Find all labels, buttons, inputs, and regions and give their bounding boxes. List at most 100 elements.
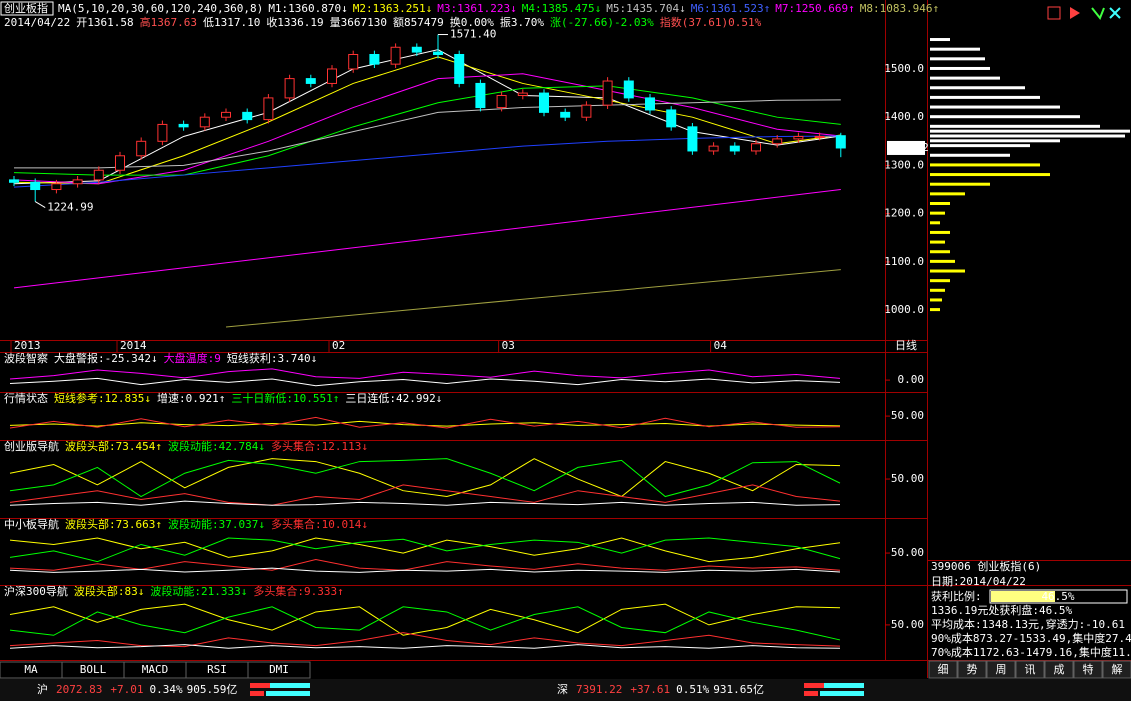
side-button[interactable]: 势: [967, 663, 978, 676]
candle-body: [284, 78, 295, 99]
side-button-bg: [1073, 660, 1103, 679]
indicator-line: [9, 632, 841, 648]
profile-bar: [930, 182, 990, 186]
ma-line: [225, 269, 841, 328]
side-button[interactable]: 周: [996, 663, 1007, 676]
indicator-line: [9, 603, 841, 636]
profile-bar: [930, 153, 1010, 157]
profile-bar: [930, 76, 1000, 80]
indicator-line: [9, 558, 841, 571]
profile-bar: [930, 308, 940, 312]
profile-bar: [930, 259, 955, 263]
high-label: 1571.40: [450, 28, 496, 41]
profile-bar: [930, 221, 940, 225]
side-button[interactable]: 特: [1083, 662, 1094, 676]
panel-item: 增速:0.921↑: [157, 391, 225, 405]
panel-tick-label: 50.00: [891, 618, 924, 631]
panel-item: 三十日新低:10.551↑: [231, 391, 339, 405]
indicator-line: [9, 606, 841, 641]
pct: 0.51%: [676, 683, 709, 696]
quote-line-item: 开1361.58: [76, 16, 133, 29]
panel-name: 中小板导航: [4, 517, 59, 531]
indicator-line: [9, 537, 841, 563]
side-button[interactable]: 解: [1112, 662, 1123, 676]
ma-legend-item: M8:1083.946↑: [860, 2, 939, 15]
candle-body: [645, 97, 655, 111]
profile-bar: [930, 86, 1025, 90]
profile-bar: [930, 95, 1040, 99]
candle-body: [305, 78, 316, 84]
candle-body: [581, 104, 592, 118]
panel-item: 短线获利:3.740↓: [227, 351, 317, 365]
tab[interactable]: MACD: [142, 663, 169, 676]
info-line: 1336.19元处获利盘:46.5%: [931, 603, 1072, 617]
panel-item: 波段头部:83↓: [74, 584, 145, 598]
profile-bar: [930, 144, 1030, 148]
profile-bar: [930, 192, 965, 196]
period-label: 日线: [895, 338, 917, 352]
profile-bar: [930, 115, 1080, 119]
side-button[interactable]: 细: [938, 663, 949, 676]
panel-tick-label: 50.00: [891, 409, 924, 422]
mini-bar: [804, 683, 824, 688]
panel-item: 波段动能:37.037↓: [168, 517, 265, 531]
side-button[interactable]: 成: [1054, 663, 1065, 676]
quote-line-item: 额857479: [393, 16, 444, 29]
side-button-bg: [957, 660, 987, 679]
candle-body: [454, 53, 465, 84]
date-label: 2013: [14, 339, 41, 352]
panel-title: 波段智察 大盘警报:-25.342↓ 大盘温度:9 短线获利:3.740↓: [4, 351, 317, 365]
profit-label: 获利比例:: [931, 589, 982, 603]
ma-legend-item: M6:1361.523↑: [691, 2, 770, 15]
panel-title: 行情状态 短线参考:12.835↓ 增速:0.921↑ 三十日新低:10.551↑ 三日…: [4, 391, 442, 405]
profile-bar: [930, 124, 1100, 128]
quote-line-item: 量3667130: [330, 16, 387, 29]
candle-body: [411, 46, 422, 53]
date-label: 04: [714, 339, 728, 352]
candle-body: [708, 145, 719, 152]
ma-legend: MA(5,10,20,30,60,120,240,360,8) M1:1360.8…: [58, 2, 939, 15]
profile-bar: [930, 173, 1050, 177]
ma-line: [13, 189, 841, 289]
panel-tick-label: 50.00: [891, 472, 924, 485]
status-quote: 沪 2072.83 +7.01 0.34% 905.59亿: [37, 682, 237, 696]
candle-body: [814, 135, 825, 138]
side-button[interactable]: 讯: [1025, 663, 1036, 676]
candle-body: [199, 116, 210, 128]
panel-tick-label: 0.00: [898, 373, 925, 386]
tab[interactable]: MA: [24, 663, 38, 676]
last-price: 1336.2: [889, 141, 929, 154]
candle-body: [157, 123, 168, 142]
mini-bar: [824, 683, 864, 688]
side-button-bg: [928, 660, 958, 679]
tab[interactable]: DMI: [269, 663, 289, 676]
info-date: 日期:2014/04/22: [931, 575, 1026, 588]
candle-body: [475, 82, 486, 109]
ma-legend-item: M7:1250.669↑: [775, 2, 854, 15]
icon[interactable]: [1109, 7, 1121, 19]
quote-line-item: 高1367.63: [140, 15, 197, 29]
mini-bar: [820, 691, 864, 696]
tab[interactable]: RSI: [207, 663, 227, 676]
code-name: 399006 创业板指(6): [931, 559, 1041, 573]
quote-line-item: 指数(37.61)0.51%: [660, 15, 762, 29]
profile-bar: [930, 298, 942, 302]
profile-bar: [930, 288, 945, 292]
ma-legend-item: M3:1361.223↓: [437, 2, 516, 15]
icon[interactable]: [1070, 7, 1080, 19]
profile-bar: [930, 211, 945, 215]
indicator-line: [9, 567, 841, 573]
icon[interactable]: [1091, 7, 1105, 20]
tab[interactable]: BOLL: [80, 663, 107, 676]
price: 2072.83: [56, 683, 102, 696]
mini-bar: [804, 691, 818, 696]
candle-body: [178, 123, 189, 128]
quote-line-item: 收1336.19: [266, 15, 323, 29]
panel-name: 波段智察: [4, 351, 48, 365]
candle-body: [793, 135, 804, 140]
y-tick-label: 1500.0: [884, 62, 924, 75]
panel-item: 三日连低:42.992↓: [345, 392, 442, 405]
icon[interactable]: [1047, 6, 1061, 20]
profit-bar: [991, 591, 1055, 602]
